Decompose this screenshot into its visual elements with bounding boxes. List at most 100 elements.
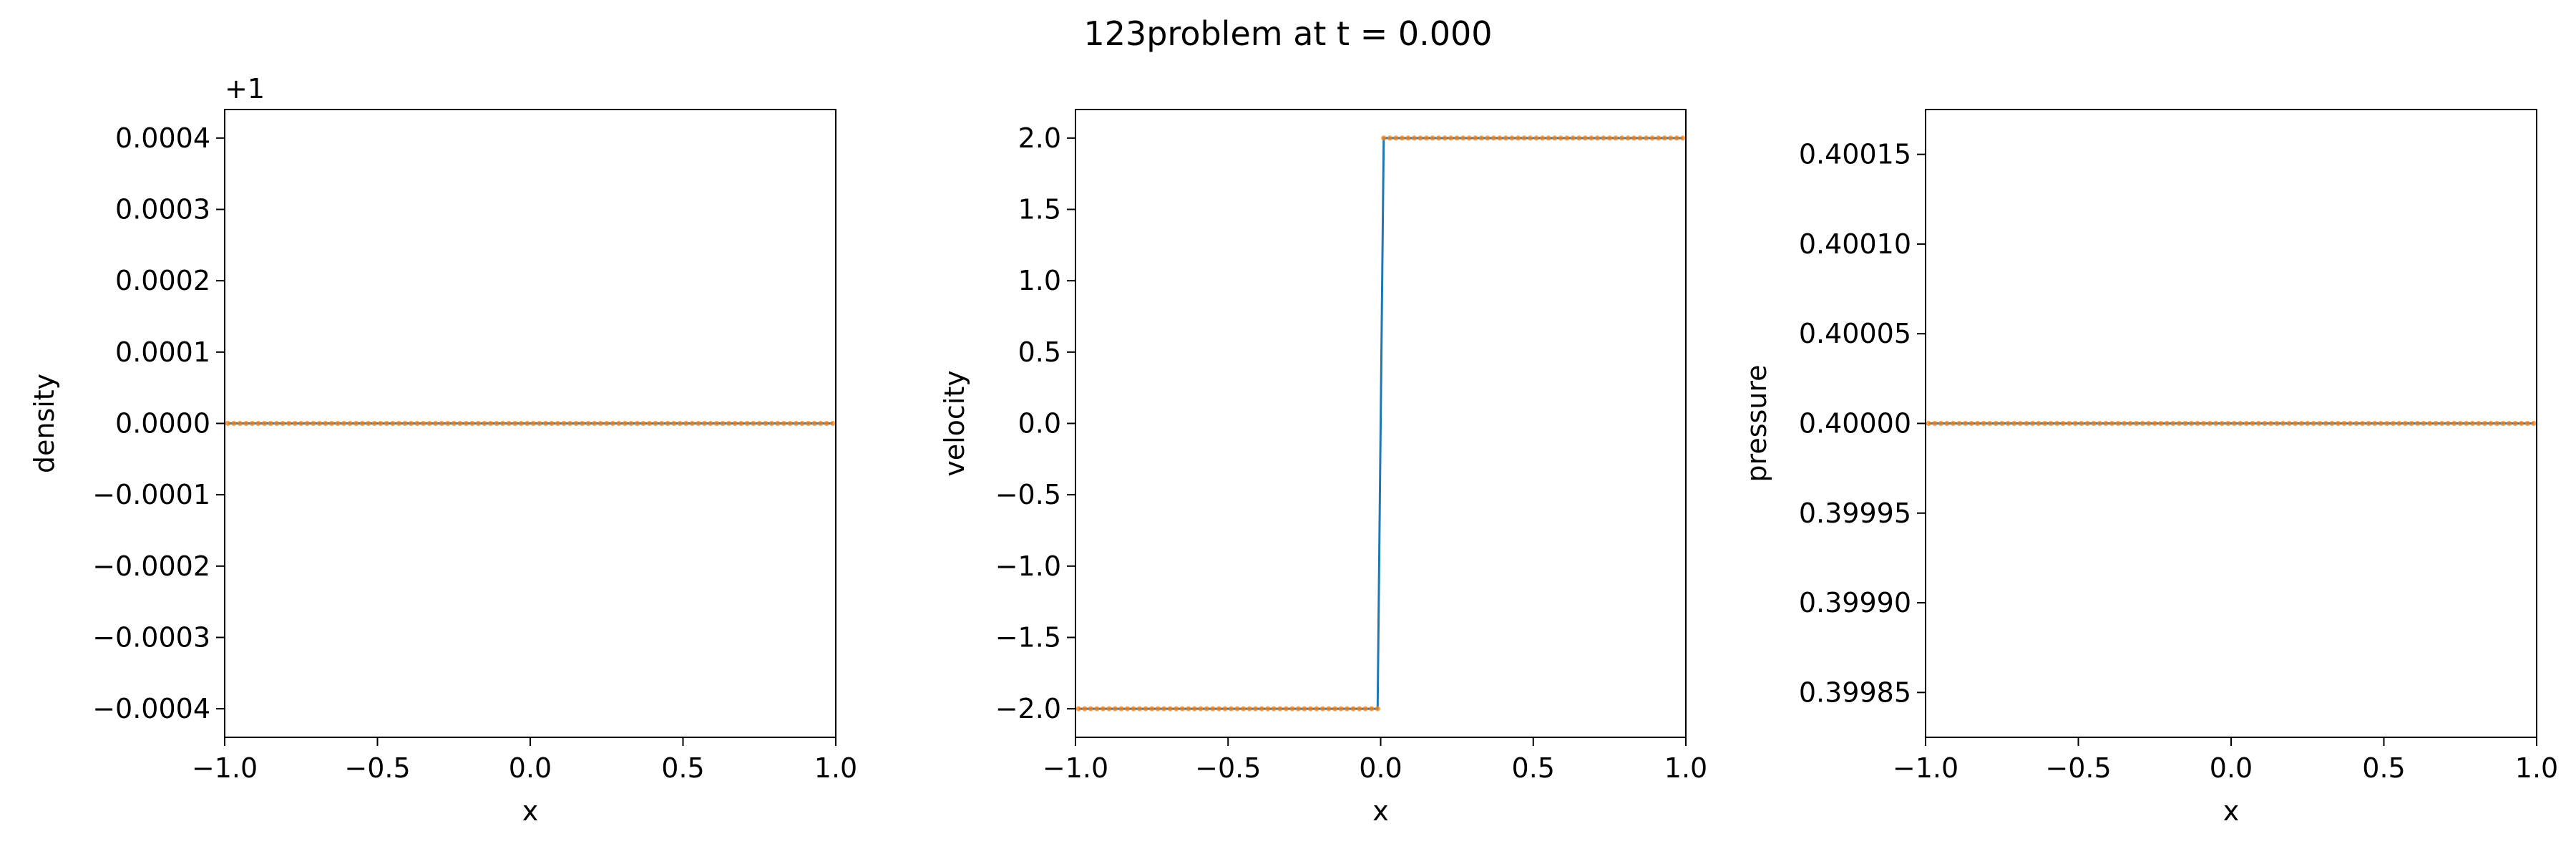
data-point — [316, 420, 322, 427]
data-point — [2195, 420, 2200, 427]
data-point — [756, 420, 762, 427]
data-point — [592, 420, 597, 427]
data-point — [1265, 706, 1271, 712]
data-point — [689, 420, 695, 427]
data-point — [610, 420, 615, 427]
data-point — [2421, 420, 2426, 427]
data-point — [384, 420, 389, 427]
y-tick-label: 0.39995 — [1799, 498, 1911, 529]
data-point — [1606, 135, 1612, 141]
data-point — [530, 420, 536, 427]
data-point — [261, 420, 268, 427]
data-point — [1680, 135, 1686, 141]
data-point — [1326, 706, 1332, 712]
x-axis-label: x — [1372, 795, 1389, 827]
data-point — [353, 420, 359, 427]
data-point — [1344, 706, 1350, 712]
data-point — [1259, 706, 1264, 712]
data-point — [2512, 420, 2518, 427]
data-point — [2335, 420, 2341, 427]
data-point — [542, 420, 548, 427]
data-point — [1174, 706, 1179, 712]
data-point — [475, 420, 482, 427]
subplot-pressure: −1.0 −0.5 0.0 0.5 1.0 0.39985 0.39990 0.39995 0.… — [1741, 109, 2558, 827]
data-point — [1582, 135, 1588, 141]
data-point — [1198, 706, 1204, 712]
data-point — [2250, 420, 2255, 427]
data-point — [616, 420, 622, 427]
data-point — [323, 420, 328, 427]
data-point — [1094, 706, 1100, 712]
data-point — [2433, 420, 2439, 427]
data-point — [2127, 420, 2133, 427]
data-point — [1240, 706, 1246, 712]
data-point — [255, 420, 261, 427]
data-point — [2476, 420, 2482, 427]
data-point — [1369, 706, 1375, 712]
data-point — [713, 420, 720, 427]
data-point — [408, 420, 414, 427]
data-point — [1118, 706, 1124, 712]
data-point — [1539, 135, 1546, 141]
data-point — [231, 420, 237, 427]
data-point — [696, 420, 701, 427]
data-point — [2372, 420, 2378, 427]
data-point — [738, 420, 744, 427]
data-point — [830, 420, 836, 427]
data-point — [311, 420, 316, 427]
data-point — [1938, 420, 1943, 427]
x-tick-label: −0.5 — [2045, 752, 2111, 784]
data-point — [286, 420, 292, 427]
y-tick-label: 0.0 — [1018, 408, 1061, 440]
data-point — [2286, 420, 2292, 427]
data-point — [292, 420, 298, 427]
data-point — [763, 420, 769, 427]
data-point — [2414, 420, 2421, 427]
data-point — [1926, 420, 1931, 427]
data-point — [2067, 420, 2072, 427]
data-point — [2079, 420, 2084, 427]
data-point — [2188, 420, 2195, 427]
data-point — [506, 420, 512, 427]
y-tick-label: 0.40005 — [1799, 318, 1911, 349]
data-point — [1191, 706, 1197, 712]
data-point — [1956, 420, 1962, 427]
data-point — [445, 420, 451, 427]
y-axis-label: density — [29, 374, 60, 473]
data-point — [1112, 706, 1118, 712]
x-tick-label: 0.0 — [509, 752, 552, 784]
data-point — [463, 420, 469, 427]
data-point — [1601, 135, 1606, 141]
data-point — [2347, 420, 2353, 427]
data-point — [1552, 135, 1558, 141]
x-tick-label: 1.0 — [2515, 752, 2558, 784]
data-point — [2011, 420, 2017, 427]
data-point — [751, 420, 756, 427]
data-point — [555, 420, 561, 427]
y-tick-label: −0.0004 — [92, 693, 210, 724]
data-point — [1271, 706, 1277, 712]
data-point — [2464, 420, 2469, 427]
y-tick-label: −1.5 — [995, 621, 1061, 653]
data-point — [640, 420, 646, 427]
data-point — [2029, 420, 2036, 427]
y-tick-label: 0.0003 — [115, 194, 210, 225]
subplot-velocity: −1.0 −0.5 0.0 0.5 1.0 −2.0 −1.5 −1.0 −0.5 0.0 0.5 1… — [939, 109, 1707, 827]
y-tick-label: 1.0 — [1018, 265, 1061, 296]
data-point — [726, 420, 732, 427]
data-point — [433, 420, 439, 427]
series-line — [1078, 137, 1683, 710]
data-point — [2506, 420, 2512, 427]
data-point — [1570, 135, 1576, 141]
data-point — [775, 420, 781, 427]
data-point — [1411, 135, 1418, 141]
data-point — [720, 420, 726, 427]
data-point — [2262, 420, 2268, 427]
data-point — [494, 420, 499, 427]
data-point — [420, 420, 426, 427]
data-point — [1662, 135, 1667, 141]
data-point — [2268, 420, 2274, 427]
data-point — [701, 420, 707, 427]
data-point — [2238, 420, 2243, 427]
data-point — [1656, 135, 1662, 141]
